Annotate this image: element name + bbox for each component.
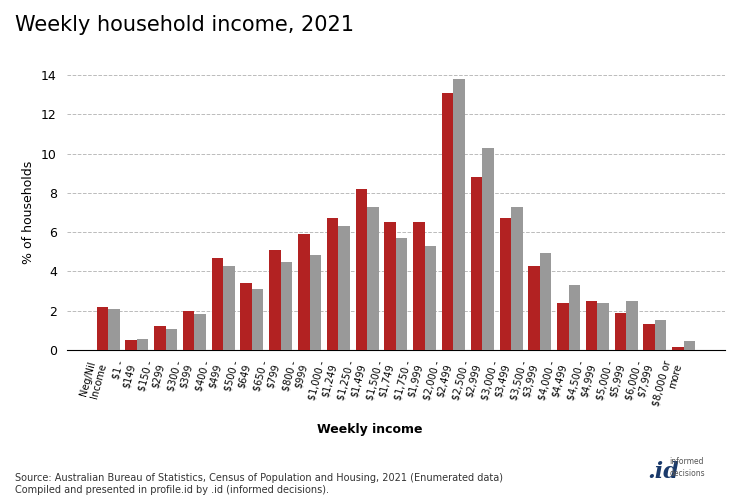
Bar — [396, 238, 408, 350]
Bar — [183, 310, 195, 350]
Y-axis label: % of households: % of households — [22, 161, 36, 264]
Bar — [367, 206, 379, 350]
Bar — [96, 307, 108, 350]
Bar — [586, 301, 597, 350]
Bar — [280, 262, 292, 350]
Bar — [413, 222, 425, 350]
Bar — [384, 222, 396, 350]
Text: Source: Australian Bureau of Statistics, Census of Population and Housing, 2021 : Source: Australian Bureau of Statistics,… — [15, 474, 502, 495]
Bar — [223, 266, 235, 350]
Bar — [252, 289, 263, 350]
Bar — [212, 258, 223, 350]
Bar — [454, 79, 465, 350]
Bar — [644, 324, 655, 350]
Bar — [240, 283, 252, 350]
Bar — [356, 189, 367, 350]
Bar — [684, 341, 696, 350]
Bar — [166, 330, 177, 350]
Bar — [125, 340, 137, 350]
Text: informed
decisions: informed decisions — [670, 458, 705, 477]
Bar — [338, 226, 350, 350]
Bar — [539, 253, 551, 350]
Bar — [615, 312, 626, 350]
Bar — [672, 347, 684, 350]
Bar — [528, 266, 539, 350]
Bar — [655, 320, 667, 350]
Text: Weekly household income, 2021: Weekly household income, 2021 — [15, 15, 354, 35]
Text: Weekly income: Weekly income — [317, 422, 423, 436]
Bar — [309, 254, 321, 350]
Bar — [154, 326, 166, 350]
Bar — [597, 303, 609, 350]
Bar — [269, 250, 280, 350]
Bar — [425, 246, 436, 350]
Bar — [511, 206, 522, 350]
Bar — [471, 177, 482, 350]
Bar — [137, 339, 148, 350]
Bar — [482, 148, 494, 350]
Bar — [557, 303, 568, 350]
Bar — [568, 285, 580, 350]
Bar — [442, 92, 454, 350]
Text: .id: .id — [648, 460, 679, 482]
Bar — [108, 308, 120, 350]
Bar — [327, 218, 338, 350]
Bar — [298, 234, 309, 350]
Bar — [500, 218, 511, 350]
Bar — [626, 301, 638, 350]
Bar — [195, 314, 206, 350]
